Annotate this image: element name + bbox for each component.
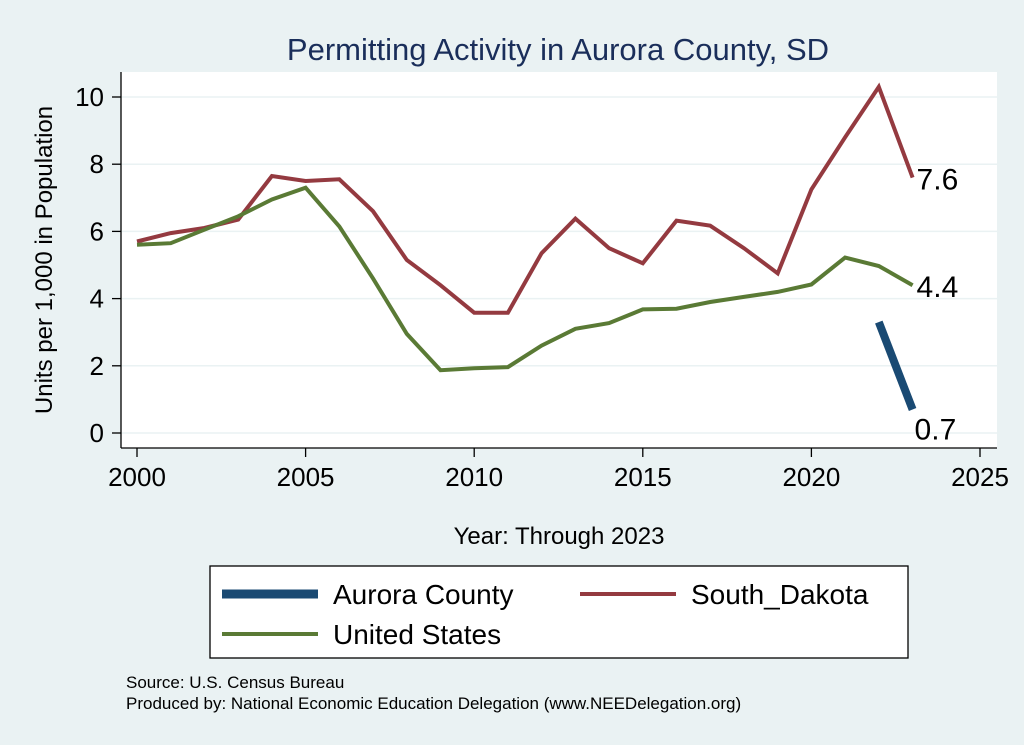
grid-lines <box>121 96 997 434</box>
end-label-south-dakota: 7.6 <box>917 164 959 197</box>
legend-label-united-states: United States <box>333 619 501 650</box>
legend-label-south-dakota: South_Dakota <box>691 579 869 610</box>
x-tick-label-2020: 2020 <box>782 462 840 492</box>
y-axis-ticks: 0 2 4 6 8 10 <box>75 82 121 448</box>
x-tick-label-2010: 2010 <box>445 462 503 492</box>
series-line-aurora-county <box>875 320 917 411</box>
y-tick-label-2: 2 <box>90 351 104 381</box>
y-tick-label-6: 6 <box>90 216 104 246</box>
end-label-aurora-county: 0.7 <box>915 413 957 446</box>
y-tick-label-4: 4 <box>90 284 104 314</box>
producer-note: Produced by: National Economic Education… <box>126 694 741 713</box>
y-tick-label-0: 0 <box>90 418 104 448</box>
x-tick-label-2025: 2025 <box>951 462 1009 492</box>
x-axis-ticks: 2000 2005 2010 2015 2020 2025 <box>108 448 1009 492</box>
y-tick-label-8: 8 <box>90 149 104 179</box>
series-lines <box>136 82 917 411</box>
series-line-united-states <box>136 185 914 373</box>
x-tick-label-2000: 2000 <box>108 462 166 492</box>
legend-label-aurora-county: Aurora County <box>333 579 514 610</box>
legend-box <box>209 565 909 659</box>
x-tick-label-2015: 2015 <box>614 462 672 492</box>
chart-title: Permitting Activity in Aurora County, SD <box>287 32 829 67</box>
x-axis-label: Year: Through 2023 <box>454 523 665 550</box>
legend: Aurora County South_Dakota United States <box>209 565 909 659</box>
end-label-united-states: 4.4 <box>917 271 959 304</box>
source-note: Source: U.S. Census Bureau <box>126 673 344 692</box>
plot-area <box>121 72 997 448</box>
series-line-south-dakota <box>136 82 915 315</box>
end-labels: 0.7 7.6 4.4 <box>915 164 959 447</box>
y-axis-label: Units per 1,000 in Population <box>31 106 58 414</box>
x-tick-label-2005: 2005 <box>277 462 335 492</box>
y-tick-label-10: 10 <box>75 82 104 112</box>
